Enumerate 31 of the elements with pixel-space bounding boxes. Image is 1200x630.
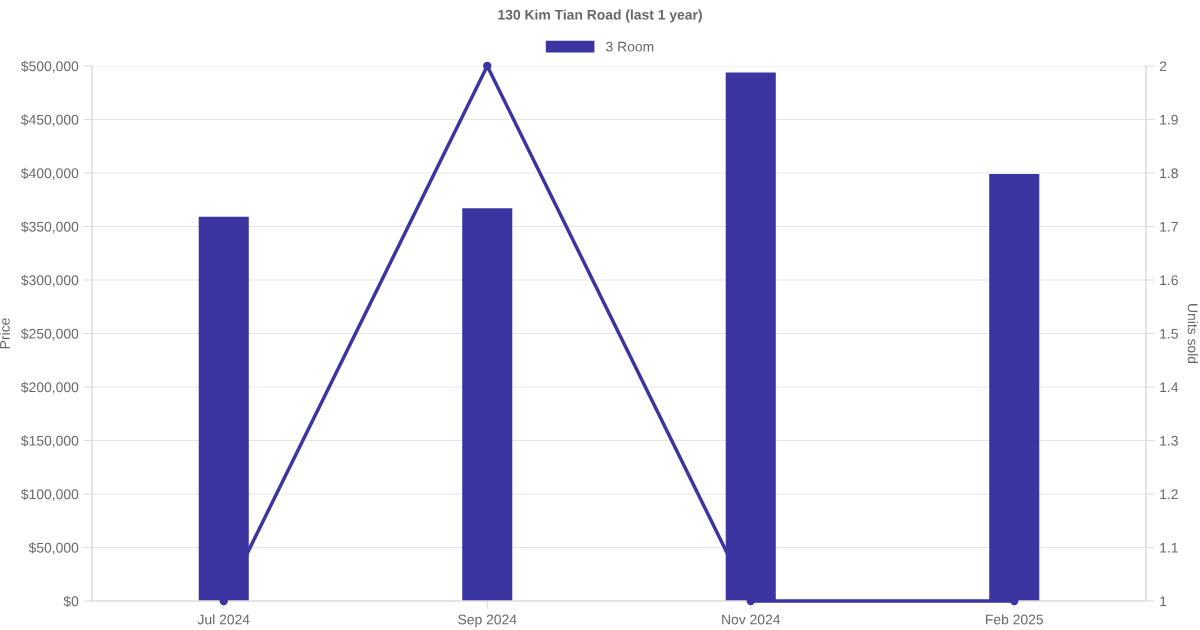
x-tick-label: Feb 2025 — [986, 614, 1044, 625]
y2-tick-label: 1.4 — [1160, 382, 1179, 393]
y-tick-label: $100,000 — [21, 488, 79, 501]
y2-tick-label: 1.7 — [1160, 221, 1178, 232]
y-tick-label: $0 — [63, 595, 79, 607]
y2-tick-label: 1.8 — [1160, 168, 1178, 179]
bar — [462, 208, 513, 601]
y-tick-label: $500,000 — [21, 60, 79, 73]
y2-tick-label: 1.6 — [1160, 275, 1178, 286]
x-tick-label: Nov 2024 — [722, 614, 781, 625]
x-tick-label: Jul 2024 — [197, 614, 250, 625]
y-tick-label: $150,000 — [21, 435, 79, 448]
y-tick-label: $200,000 — [21, 381, 79, 394]
y-tick-label: $50,000 — [28, 542, 79, 555]
y-tick-label: $450,000 — [21, 114, 79, 127]
y2-tick-label: 1.3 — [1160, 435, 1178, 446]
y2-tick-label: 2 — [1159, 61, 1167, 72]
y-tick-label: $250,000 — [21, 328, 79, 341]
chart-title: 130 Kim Tian Road (last 1 year) — [498, 9, 702, 23]
y2-tick-label: 1.1 — [1160, 542, 1178, 553]
y-tick-label: $300,000 — [21, 274, 79, 287]
y2-tick-label: 1.2 — [1160, 489, 1178, 500]
y-tick-label: $350,000 — [21, 221, 79, 234]
y2-tick-label: 1 — [1160, 596, 1167, 607]
y2-tick-label: 1.9 — [1160, 114, 1178, 125]
y2-axis-title: Units sold — [1187, 304, 1198, 364]
legend-label: 3 Room — [606, 41, 654, 52]
x-tick-label: Sep 2024 — [458, 614, 517, 628]
y-tick-label: $400,000 — [21, 167, 79, 180]
y2-tick-label: 1.5 — [1160, 328, 1178, 339]
y-axis-title: Price — [0, 318, 10, 349]
